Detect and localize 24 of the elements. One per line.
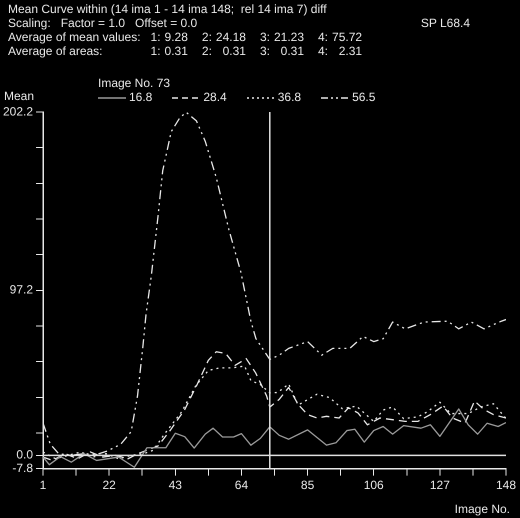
- y-axis-title: Mean: [4, 89, 34, 103]
- x-tick-label: 148: [496, 478, 516, 492]
- x-tick-label: 106: [364, 478, 384, 492]
- y-tick-label: -7.8: [12, 460, 34, 475]
- text: Average of areas: 1: 0.31 2: 0.31 3: 0.31 4: 2.31: [8, 44, 362, 58]
- y-tick-label: 0.0: [16, 448, 34, 462]
- legend-label: 36.8: [278, 90, 302, 104]
- x-tick-label: 64: [234, 478, 248, 492]
- text: Scaling: Factor = 1.0 Offset = 0.0: [8, 16, 198, 30]
- x-tick-label: 43: [168, 478, 182, 492]
- chart-title: Mean Curve within (14 ima 1 - 14 ima 148; rel 14 ima 7) diff: [8, 2, 327, 16]
- legend-label: 16.8: [129, 90, 152, 104]
- legend-label: 56.5: [352, 90, 376, 104]
- y-tick-label: 97.2: [10, 282, 34, 297]
- x-tick-label: 22: [102, 478, 116, 492]
- x-tick-label: 127: [430, 478, 450, 492]
- legend-title: Image No. 73: [98, 76, 172, 90]
- text: SP L68.4: [420, 16, 470, 30]
- legend-label: 28.4: [203, 90, 227, 104]
- y-tick-label: 202.2: [3, 104, 34, 118]
- x-tick-label: 85: [300, 478, 315, 492]
- x-tick-label: 1: [40, 478, 47, 492]
- x-axis-title: Image No.: [454, 502, 510, 516]
- text: Average of mean values: 1: 9.28 2: 24.18 3: 21.23 4: 75.72: [8, 30, 362, 44]
